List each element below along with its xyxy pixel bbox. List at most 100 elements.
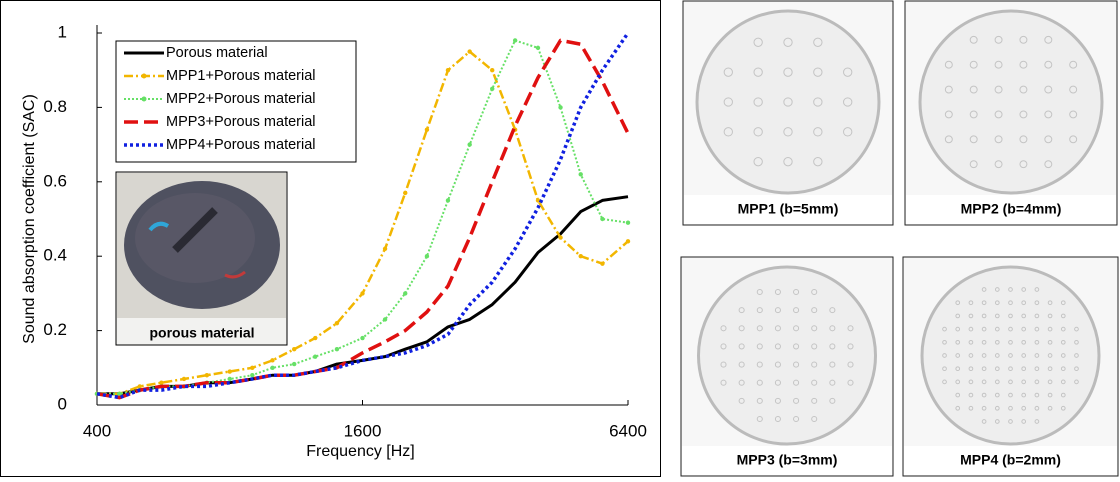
perforation [811,415,818,423]
perforation [1008,300,1013,306]
series-marker [403,190,408,196]
perforation [968,405,974,411]
photo-panel: MPP4 (b=2mm) [902,256,1119,477]
series-marker [600,216,605,222]
series-marker [250,365,255,370]
perforation [981,419,987,424]
perforation [981,313,987,319]
perforation [968,326,974,332]
perforation [1074,353,1079,358]
series-marker [360,335,365,341]
series-marker [270,358,275,363]
series-marker [291,361,297,367]
perforation [723,127,733,137]
perforation [994,379,1000,385]
perforation [1047,313,1053,319]
series-marker [313,354,318,359]
legend-label: MPP3+Porous material [166,114,316,130]
series-marker [334,347,340,352]
panel-label: MPP3 (b=3mm) [737,452,838,468]
perforation [720,379,727,386]
perforation [942,326,947,332]
y-tick-label: 0.8 [43,97,67,116]
perforation [1021,300,1027,306]
perforation [1008,339,1013,345]
legend-label: MPP1+Porous material [166,68,316,84]
series-marker [204,373,210,378]
perforation [1021,405,1027,411]
perforation [756,397,763,404]
perforation [1021,419,1027,424]
perforation [720,361,727,368]
perforation [968,313,974,319]
perforation [1019,135,1028,144]
perforation [1034,366,1040,372]
perforation [1060,300,1066,306]
perforation [994,35,1003,44]
perforation [774,379,781,386]
perforation [981,339,987,345]
perforation [1060,326,1066,332]
perforation [847,325,854,332]
perforation [1047,405,1053,411]
perforation [1034,379,1040,385]
inset-label: porous material [149,325,254,341]
perforation [1008,379,1013,385]
perforation [994,353,1000,358]
series-marker [227,369,232,374]
perforation [994,405,1000,411]
perforation [969,135,978,144]
perforation [813,67,823,77]
perforation [955,313,961,319]
perforation [793,415,800,423]
perforation [994,392,1000,398]
perforation [1044,35,1053,44]
perforation [955,339,961,345]
perforation [968,353,974,358]
perforation [1060,339,1066,345]
perforation [753,67,763,77]
perforation [1060,353,1066,358]
perforation [753,37,763,47]
perforation [994,419,1000,424]
porous-disc-texture [135,193,255,283]
perforation [1034,300,1040,306]
series-marker [467,49,472,54]
perforation [1008,419,1013,424]
perforation [756,361,763,368]
perforation [811,288,818,296]
perforation [1060,313,1066,319]
perforation [1034,313,1040,319]
photo-panel: MPP3 (b=3mm) [680,256,894,477]
panel-label: MPP4 (b=2mm) [960,452,1061,468]
perforation [1008,313,1013,319]
perforation [981,326,987,332]
perforation [723,97,733,107]
y-tick-label: 1 [58,22,67,41]
perforation [774,307,781,314]
perforation [944,60,953,69]
perforation [1047,300,1053,306]
series-line [96,32,630,400]
perforation [994,313,1000,319]
x-tick-label: 1600 [344,421,382,440]
perforation [793,361,800,368]
perforation [1044,135,1053,144]
perforation [1034,287,1040,292]
perforation [1021,366,1027,372]
series-marker [625,239,631,244]
perforation [1069,135,1078,144]
perforation [969,110,978,119]
perforation [756,288,763,296]
perforation [969,85,978,94]
series-marker [403,291,408,296]
perforation [994,160,1003,169]
series-marker [625,220,631,225]
perforation [968,392,974,398]
perforation [738,325,745,332]
series-marker [578,254,583,259]
perforation [756,307,763,314]
series-marker [291,347,297,352]
perforation [981,353,987,358]
